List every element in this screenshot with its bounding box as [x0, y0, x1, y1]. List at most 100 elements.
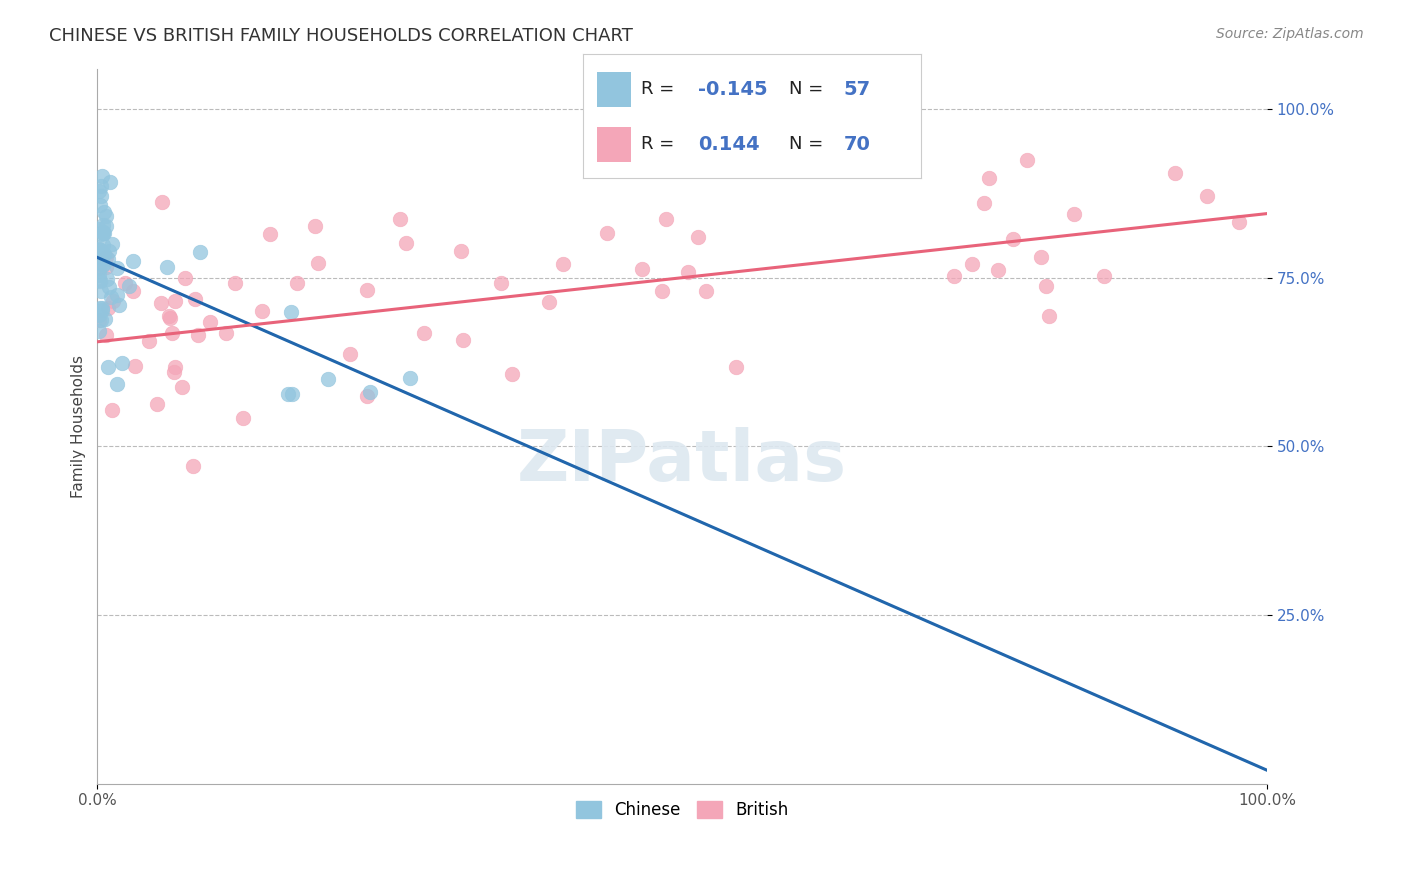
Point — [93, 247, 115, 261]
Text: N =: N = — [789, 80, 830, 98]
Point — [501, 368, 523, 382]
Point — [117, 279, 139, 293]
Point — [356, 389, 378, 403]
Point — [163, 359, 186, 374]
Point — [187, 327, 209, 342]
Point — [93, 204, 115, 219]
Point — [90, 313, 112, 327]
Point — [87, 260, 110, 275]
Point — [91, 245, 114, 260]
Point — [111, 356, 134, 370]
Point — [146, 397, 169, 411]
Point — [1002, 232, 1025, 246]
Point — [90, 178, 112, 193]
Point — [124, 359, 146, 373]
Text: 57: 57 — [844, 79, 870, 99]
Point — [149, 296, 172, 310]
Point — [1227, 214, 1250, 228]
Point — [91, 257, 114, 271]
Point — [307, 256, 329, 270]
Point — [173, 270, 195, 285]
Point — [1017, 153, 1039, 168]
Point — [170, 380, 193, 394]
Point — [90, 250, 112, 264]
Point — [114, 276, 136, 290]
Point — [156, 260, 179, 274]
Point — [89, 198, 111, 212]
Point — [184, 292, 207, 306]
Legend: Chinese, British: Chinese, British — [569, 794, 796, 825]
Point — [105, 377, 128, 392]
Point — [97, 359, 120, 374]
Point — [394, 235, 416, 250]
Point — [97, 301, 120, 315]
Point — [91, 218, 114, 232]
Point — [596, 226, 619, 240]
Text: R =: R = — [641, 135, 686, 153]
Y-axis label: Family Households: Family Households — [72, 355, 86, 498]
Point — [91, 226, 114, 240]
Point — [630, 261, 652, 276]
Point — [451, 333, 474, 347]
Point — [725, 360, 748, 375]
Point — [150, 195, 173, 210]
Text: 70: 70 — [844, 135, 870, 153]
Point — [101, 237, 124, 252]
Point — [259, 227, 281, 241]
Point — [1029, 250, 1052, 264]
Point — [489, 276, 512, 290]
Point — [105, 260, 128, 275]
Point — [973, 195, 995, 210]
Point — [94, 219, 117, 234]
Text: N =: N = — [789, 135, 830, 153]
Point — [224, 276, 246, 290]
Point — [215, 326, 238, 341]
Point — [101, 402, 124, 417]
Point — [1063, 207, 1085, 221]
Point — [87, 312, 110, 326]
Point — [942, 269, 965, 284]
Point — [96, 209, 118, 223]
Point — [359, 385, 381, 400]
Point — [250, 304, 273, 318]
Point — [285, 277, 308, 291]
Point — [277, 387, 299, 401]
Point — [94, 328, 117, 343]
Point — [655, 212, 678, 227]
Point — [413, 326, 436, 340]
Text: R =: R = — [641, 80, 681, 98]
Point — [181, 458, 204, 473]
Point — [977, 170, 1000, 185]
Point — [87, 242, 110, 256]
Point — [198, 315, 221, 329]
Point — [94, 260, 117, 274]
Point — [89, 274, 111, 288]
Point — [159, 311, 181, 326]
Point — [162, 365, 184, 379]
Point — [87, 273, 110, 287]
Point — [91, 303, 114, 318]
Point — [97, 252, 120, 266]
Point — [280, 304, 302, 318]
Point — [356, 284, 378, 298]
Point — [1195, 189, 1218, 203]
Point — [160, 326, 183, 341]
Text: ZIPatlas: ZIPatlas — [517, 427, 848, 496]
Text: 0.144: 0.144 — [699, 135, 759, 153]
Point — [101, 294, 124, 309]
Point — [94, 250, 117, 264]
Point — [651, 284, 673, 298]
Point — [1092, 268, 1115, 283]
Point — [188, 244, 211, 259]
Point — [97, 244, 120, 259]
Point — [89, 268, 111, 282]
Point — [100, 290, 122, 304]
Point — [87, 262, 110, 277]
Point — [678, 265, 700, 279]
Point — [87, 324, 110, 338]
Point — [91, 225, 114, 239]
Point — [94, 311, 117, 326]
Point — [89, 243, 111, 257]
Point — [1038, 310, 1060, 324]
Point — [122, 284, 145, 298]
